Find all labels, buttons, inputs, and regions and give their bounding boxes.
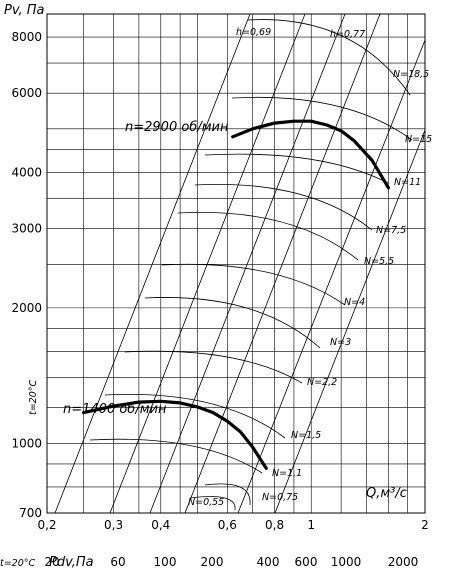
power-arc: [161, 263, 346, 306]
y-tick-label: 6000: [11, 86, 42, 100]
pdv-tick-label: 60: [110, 555, 125, 569]
efficiency-labels: h=0,69 h=0,77: [236, 27, 365, 40]
temp-label-bottom: t=20°C: [0, 558, 36, 569]
pdv-tick-label: 100: [154, 555, 177, 569]
pdv-tick-label: 1000: [331, 555, 362, 569]
pdv-tick-label: 200: [201, 555, 224, 569]
x-tick-label: 0,3: [104, 518, 123, 532]
y-axis-label: Pv, Па: [4, 3, 45, 18]
y-tick-label: 1000: [11, 436, 42, 450]
efficiency-label: h=0,77: [330, 29, 365, 40]
power-label: N=1,1: [272, 468, 302, 479]
x-tick-label: 0,2: [37, 518, 56, 532]
power-label: N=18,5: [393, 69, 429, 80]
x-tick-labels: 0,2 0,3 0,4 0,6 0,8 1 2: [37, 518, 428, 532]
power-labels: N=18,5 N=15 N=11 N=7,5 N=5,5 N=4 N=3 N=2,2 N=1,5…: [188, 69, 432, 508]
x2-axis-label: Pdv,Па: [49, 555, 94, 570]
x-tick-label: 1: [307, 518, 315, 532]
power-arc: [89, 438, 263, 474]
x-tick-label: 2: [421, 518, 429, 532]
x-tick-label: 0,8: [265, 518, 284, 532]
x-tick-label: 0,6: [218, 518, 237, 532]
power-label: N=15: [405, 134, 432, 145]
power-label: N=3: [330, 337, 351, 348]
efficiency-rays: [54, 13, 426, 514]
y-tick-label: 3000: [11, 222, 42, 236]
pdv-tick-label: 400: [257, 555, 280, 569]
efficiency-ray: [184, 13, 381, 514]
power-label: N=0,75: [262, 492, 298, 503]
y-tick-label: 2000: [11, 301, 42, 315]
efficiency-ray: [274, 129, 426, 514]
pdv-tick-label: 600: [295, 555, 318, 569]
power-arc: [247, 19, 411, 96]
y-tick-labels: 700 1000 2000 3000 4000 6000 8000: [11, 30, 42, 520]
plot-frame: [46, 13, 426, 514]
series-line-2900: [231, 119, 390, 190]
power-arc: [204, 483, 251, 506]
power-label: N=0,55: [188, 497, 224, 508]
pdv-tick-label: 20: [44, 555, 59, 569]
power-arc: [194, 184, 373, 231]
series-labels: n=2900 об/мин n=1400 об/мин: [63, 120, 229, 417]
temp-label-vertical: t=20°C: [28, 379, 39, 415]
power-label: N=11: [394, 177, 421, 188]
power-label: N=5,5: [364, 256, 394, 267]
power-arc: [124, 350, 303, 384]
power-arc: [231, 96, 413, 141]
power-arc: [144, 297, 321, 349]
efficiency-ray: [149, 13, 346, 514]
power-arc: [204, 153, 389, 184]
pdv-tick-label: 2000: [388, 555, 419, 569]
efficiency-label: h=0,69: [236, 27, 271, 38]
power-arc: [189, 496, 236, 511]
power-arcs: [89, 19, 413, 511]
y-tick-label: 4000: [11, 165, 42, 179]
efficiency-ray: [237, 39, 426, 514]
power-label: N=4: [344, 297, 365, 308]
power-arc: [104, 394, 286, 439]
series-label: n=2900 об/мин: [125, 120, 229, 135]
power-arc: [177, 212, 359, 261]
efficiency-ray: [54, 13, 251, 514]
series-label: n=1400 об/мин: [63, 402, 167, 417]
pdv-tick-labels: 20 60 100 200 400 600 1000 2000: [44, 555, 418, 569]
x-axis-label: Q,м³/с: [366, 486, 407, 501]
series-line-1400: [81, 399, 268, 470]
power-label: N=2,2: [307, 377, 337, 388]
efficiency-ray: [109, 13, 306, 514]
speed-curves: [81, 119, 390, 470]
x-tick-label: 0,4: [151, 518, 170, 532]
y-tick-label: 8000: [11, 30, 42, 44]
power-label: N=7,5: [376, 225, 406, 236]
y-tick-label: 700: [19, 506, 42, 520]
power-label: N=1,5: [291, 430, 321, 441]
